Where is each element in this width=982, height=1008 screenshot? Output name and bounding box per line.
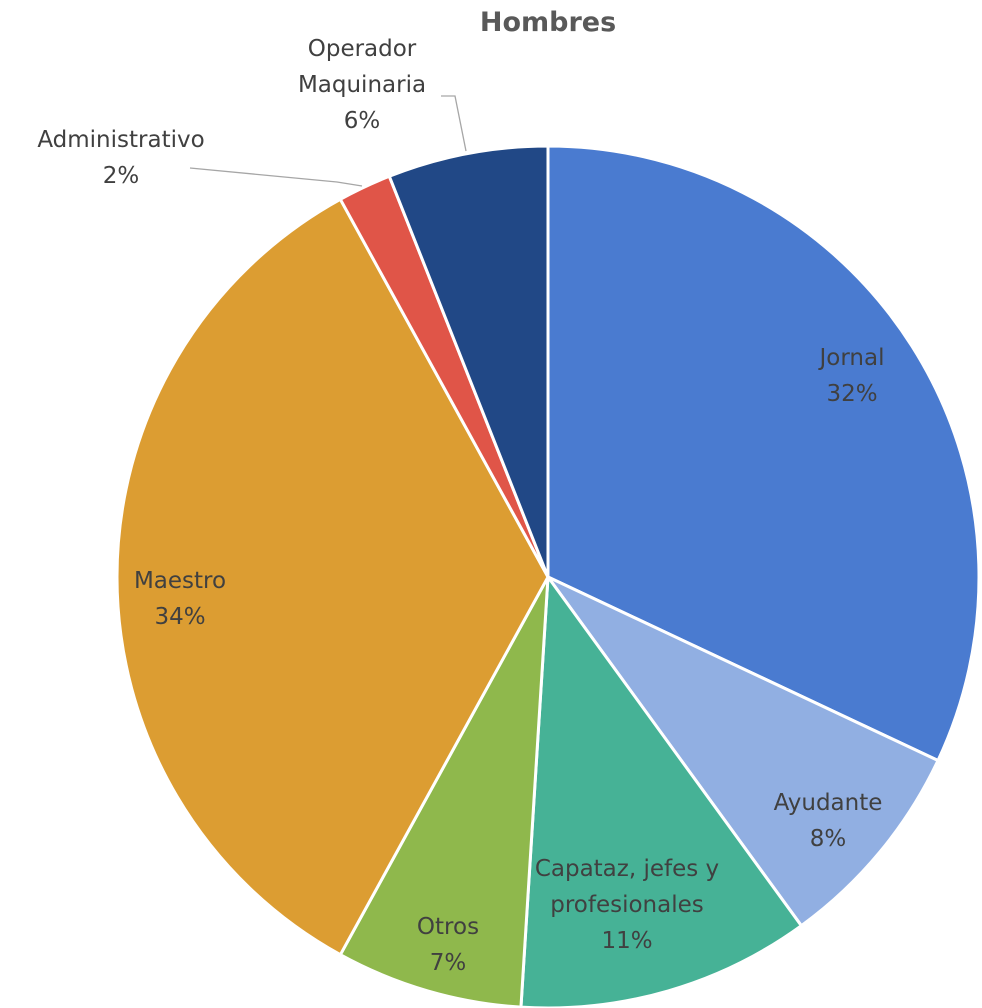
data-label-percent: 34%	[154, 604, 205, 630]
data-label-percent: 7%	[430, 950, 467, 976]
data-label-percent: 32%	[826, 381, 877, 407]
data-label-category: Ayudante	[774, 790, 883, 816]
data-label-category: Maquinaria	[298, 72, 426, 98]
data-label-percent: 11%	[601, 928, 652, 954]
chart-title: Hombres	[480, 7, 616, 38]
data-label-category: Capataz, jefes y	[535, 856, 719, 882]
data-label-category: Jornal	[818, 345, 885, 371]
data-label-category: profesionales	[550, 892, 704, 918]
data-label-category: Administrativo	[37, 127, 204, 153]
data-label-operador-maquinaria: Operador Maquinaria 6%	[298, 36, 426, 134]
leader-line-administrativo	[190, 168, 362, 186]
data-label-percent: 8%	[810, 826, 847, 852]
leader-line-operador-maquinaria	[441, 96, 466, 151]
data-label-percent: 6%	[344, 108, 381, 134]
data-label-category: Maestro	[134, 568, 226, 594]
data-label-category: Otros	[417, 914, 479, 940]
data-label-percent: 2%	[103, 163, 140, 189]
data-label-administrativo: Administrativo 2%	[37, 127, 204, 189]
data-label-category: Operador	[308, 36, 417, 62]
